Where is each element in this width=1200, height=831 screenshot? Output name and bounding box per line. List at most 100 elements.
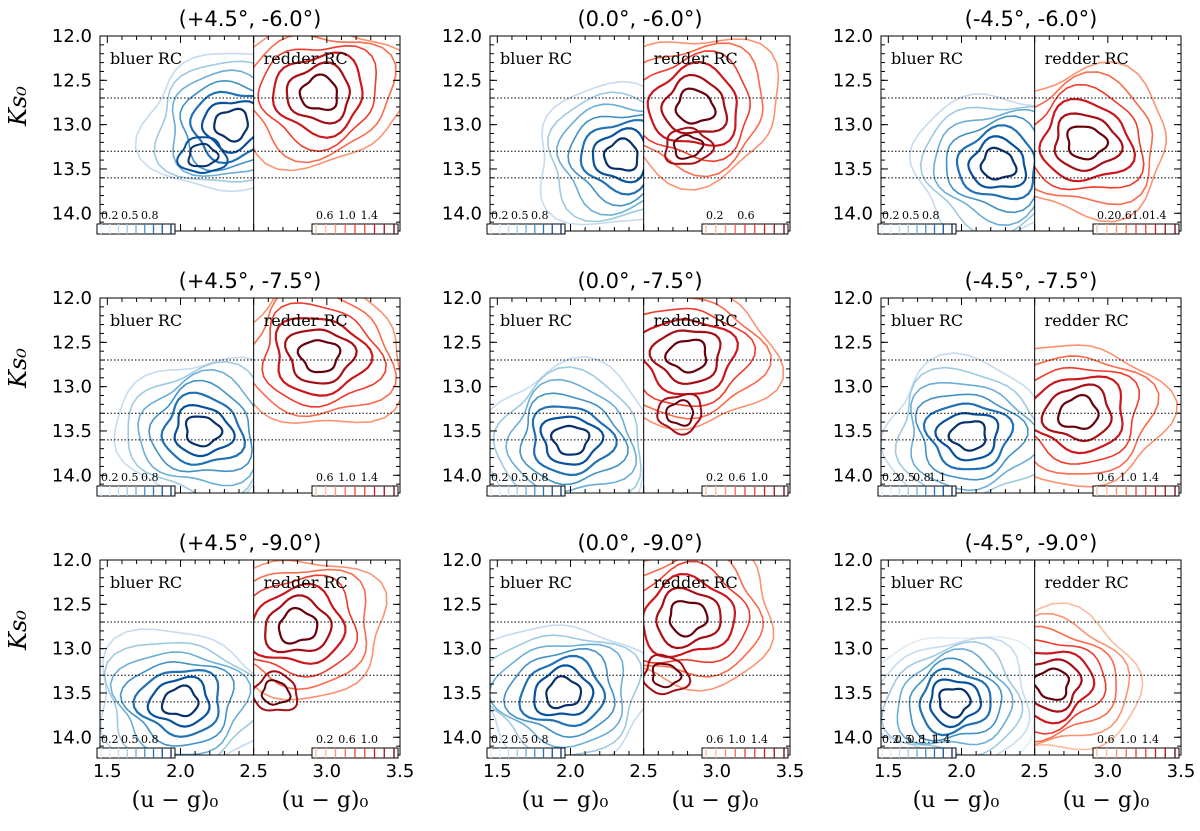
- blue-colorbar-label: 0.5: [121, 733, 139, 746]
- blue-contour-level-2: [490, 634, 643, 755]
- y-tick-label: 12.5: [442, 70, 482, 91]
- x-tick-label: 3.0: [703, 761, 732, 782]
- red-contour-level-5: [1034, 650, 1096, 725]
- blue-contour-level-7: [184, 415, 224, 448]
- red-contour-level-2: [643, 560, 765, 678]
- blue-contour-level-7: [545, 675, 583, 710]
- blue-contour-level-6: [967, 135, 1028, 189]
- redder-rc-label: redder RC: [654, 573, 738, 592]
- panel-title: (-4.5°, -9.0°): [965, 531, 1098, 555]
- x-tick-label: 2.5: [1020, 761, 1049, 782]
- red-contour-level-5: [648, 329, 722, 385]
- red-colorbar-label: 1.4: [361, 471, 379, 484]
- blue-contour-level-5: [518, 654, 607, 728]
- red-contour-level-4: [274, 317, 374, 397]
- red-contour-level-3: [261, 302, 387, 408]
- red-colorbar-label: 0.6: [338, 733, 356, 746]
- blue-contour-level-3: [505, 378, 638, 493]
- red-contours: [253, 298, 400, 425]
- blue-colorbar-label: 0.2: [882, 209, 900, 222]
- red-colorbar: 0.6 1.0 1.4: [1092, 471, 1180, 497]
- red-colorbar-label: 0.6: [1114, 209, 1132, 222]
- blue-contour-level-6: [173, 403, 236, 458]
- y-tick-label: 13.5: [442, 159, 482, 180]
- red-contour-level-4: [253, 582, 347, 665]
- red-colorbar-label: 0.6: [1097, 733, 1115, 746]
- red-contour-level-2: [1034, 355, 1160, 475]
- panel-title: (+4.5°, -7.5°): [179, 269, 322, 293]
- blue-contour-level-7: [549, 424, 591, 456]
- red-colorbar: 0.2 0.6: [701, 209, 789, 235]
- red-contour-level-4: [1034, 639, 1107, 735]
- bluer-rc-label: bluer RC: [110, 311, 182, 330]
- redder-rc-label: redder RC: [264, 573, 348, 592]
- blue-contours: [134, 52, 254, 193]
- blue-colorbar-label: 0.5: [902, 209, 920, 222]
- blue-colorbar: 0.2 0.5 0.8: [96, 209, 176, 235]
- red-contour-level-3: [257, 44, 378, 153]
- blue-colorbar-label: 0.8: [913, 471, 931, 484]
- blue-contour-level-1: [490, 355, 644, 493]
- y-tick-label: 12.0: [442, 288, 482, 309]
- y-tick-label: 14.0: [442, 727, 482, 748]
- y-tick-label: 14.0: [442, 465, 482, 486]
- red-contour-level-6: [1056, 393, 1100, 431]
- blue-colorbar-label: 0.5: [121, 471, 139, 484]
- y-axis-label: Ks₀: [4, 348, 32, 389]
- blue-contour-level-3: [910, 381, 1035, 492]
- red-contour-level-6: [674, 87, 717, 125]
- y-tick-label: 14.0: [442, 203, 482, 224]
- y-tick-label: 14.0: [52, 465, 92, 486]
- blue-contour-level-3: [555, 103, 644, 216]
- panel-2: (0.0°, -6.0°) 12.0 12.5 13.0 13.5 14.0 bluer R…: [442, 7, 791, 235]
- y-tick-label: 13.5: [442, 421, 482, 442]
- red-colorbar-label: 0.2: [1097, 209, 1115, 222]
- blue-contours: [539, 80, 644, 226]
- blue-contour-level-1: [100, 628, 254, 755]
- red-colorbar-label: 1.0: [338, 471, 356, 484]
- blue-contour-peak-2-level-2: [187, 142, 220, 168]
- red-contour-peak-2-level-1: [253, 670, 299, 712]
- blue-contour-level-7: [213, 107, 250, 143]
- blue-colorbar: 0.2 0.5 0.8: [486, 471, 566, 497]
- panel-title: (-4.5°, -6.0°): [965, 7, 1098, 31]
- red-contour-level-5: [655, 586, 722, 650]
- y-tick-label: 13.0: [442, 115, 482, 136]
- red-colorbar-label: 0.6: [316, 471, 334, 484]
- blue-colorbar-label: 0.5: [898, 471, 916, 484]
- blue-contour-level-6: [934, 411, 1000, 462]
- y-tick-label: 14.0: [833, 465, 873, 486]
- red-contours: [643, 38, 780, 191]
- red-contour-level-3: [253, 574, 359, 678]
- red-contour-level-4: [271, 51, 364, 139]
- red-contour-level-6: [277, 606, 319, 645]
- x-axis-label-right: (u − g)₀: [282, 788, 369, 813]
- red-contour-level-2: [643, 298, 772, 420]
- red-colorbar-label: 0.6: [737, 209, 755, 222]
- panel-title: (0.0°, -9.0°): [577, 531, 702, 555]
- blue-colorbar: 0.2 0.5 0.8: [96, 733, 176, 759]
- bluer-rc-label: bluer RC: [891, 573, 963, 592]
- red-contours: [643, 560, 775, 696]
- x-axis-label-left: (u − g)₀: [913, 788, 1000, 813]
- red-colorbar-label: 0.2: [316, 733, 334, 746]
- x-axis-label-right: (u − g)₀: [672, 788, 759, 813]
- red-colorbar-label: 1.4: [1142, 733, 1160, 746]
- red-contour-level-5: [264, 594, 333, 654]
- blue-colorbar-label: 0.2: [101, 733, 119, 746]
- blue-colorbar-label: 0.5: [511, 471, 529, 484]
- panel-3: (-4.5°, -6.0°) 12.0 12.5 13.0 13.5 14.0 bluer …: [833, 7, 1182, 235]
- blue-colorbar-label: 0.5: [895, 733, 913, 746]
- x-tick-label: 1.5: [93, 761, 122, 782]
- red-contour-level-3: [643, 50, 752, 163]
- bluer-rc-label: bluer RC: [891, 311, 963, 330]
- red-contour-level-1: [253, 36, 400, 172]
- red-contour-level-5: [284, 328, 358, 385]
- y-tick-label: 13.5: [442, 683, 482, 704]
- blue-colorbar-label: 1.4: [933, 733, 951, 746]
- y-tick-label: 12.5: [52, 594, 92, 615]
- y-tick-label: 12.5: [442, 332, 482, 353]
- redder-rc-label: redder RC: [1045, 311, 1129, 330]
- blue-contour-level-7: [160, 684, 200, 718]
- blue-contour-level-1: [490, 624, 644, 755]
